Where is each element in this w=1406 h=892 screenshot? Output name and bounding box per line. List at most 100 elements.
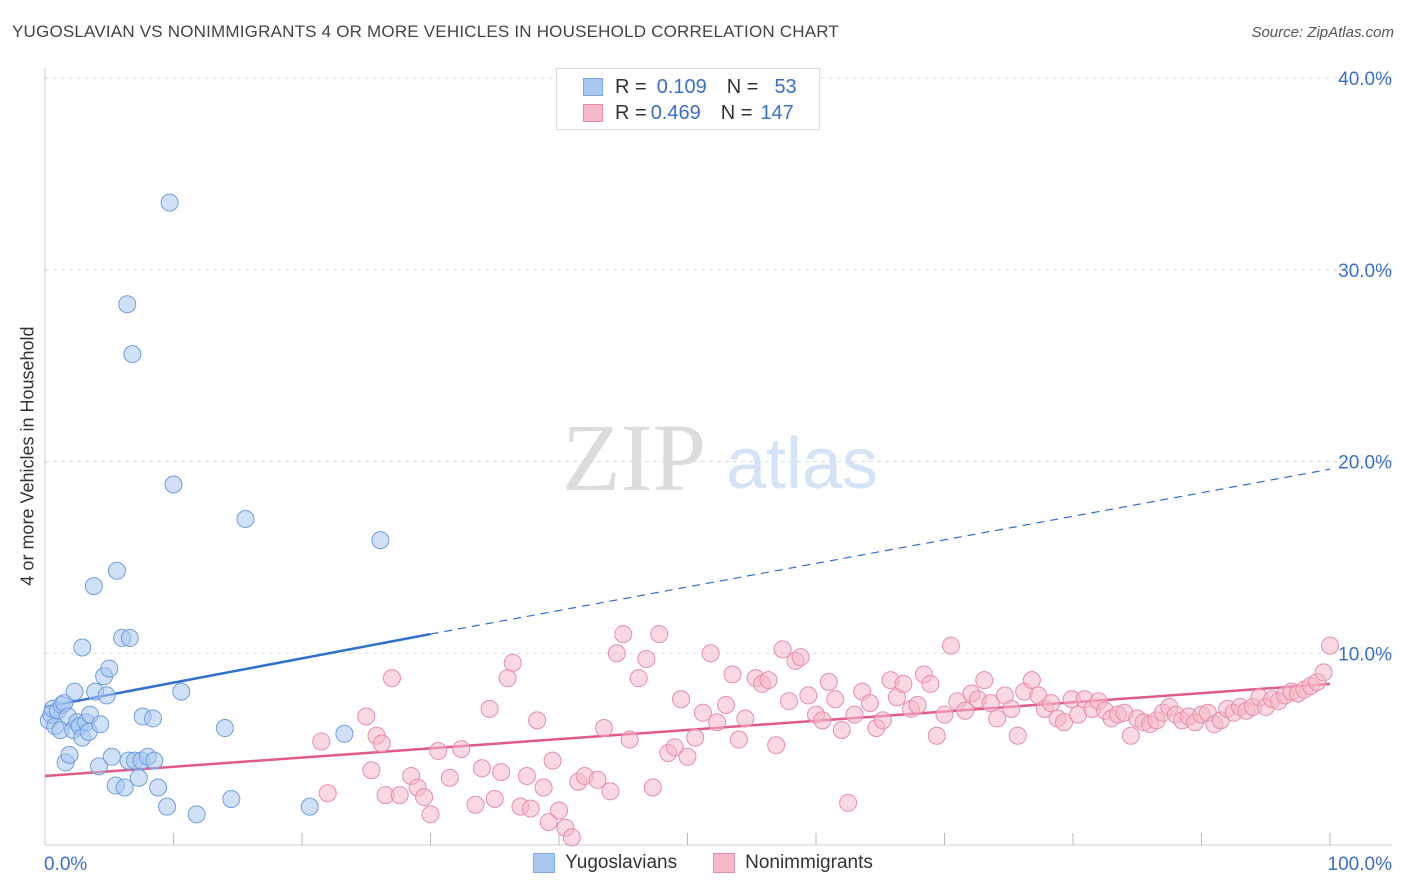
series-legend: Yugoslavians Nonimmigrants [0,852,1406,874]
point-yugoslavians [84,577,103,596]
trend-line-nonimmigrants [44,682,1331,778]
point-nonimmigrants [472,759,491,778]
point-yugoslavians [300,797,319,816]
point-yugoslavians [65,682,84,701]
point-nonimmigrants [594,719,613,738]
point-nonimmigrants [534,778,553,797]
point-nonimmigrants [382,669,401,688]
point-yugoslavians [143,709,162,728]
legend-n-label: N = [720,101,753,124]
point-nonimmigrants [521,799,540,818]
point-nonimmigrants [927,726,946,745]
point-nonimmigrants [860,694,879,713]
point-nonimmigrants [791,648,810,667]
point-nonimmigrants [1314,663,1333,682]
legend-n-value: 53 [774,75,797,98]
legend-row-nonimmigrants: R = 0.469 N = 147 [583,101,794,125]
series-label-nonimmigrants: Nonimmigrants [745,852,873,873]
source-credit: Source: ZipAtlas.com [1251,24,1394,41]
point-nonimmigrants [826,690,845,709]
point-nonimmigrants [941,636,960,655]
point-nonimmigrants [723,665,742,684]
point-nonimmigrants [672,690,691,709]
point-nonimmigrants [908,696,927,715]
point-nonimmigrants [312,732,331,751]
point-yugoslavians [91,715,110,734]
point-nonimmigrants [873,711,892,730]
point-yugoslavians [172,682,191,701]
legend-r-value: 0.109 [656,75,707,98]
point-yugoslavians [120,628,139,647]
point-nonimmigrants [421,805,440,824]
point-nonimmigrants [717,696,736,715]
legend-row-yugoslavians: R = 0.109 N = 53 [583,75,797,99]
point-nonimmigrants [701,644,720,663]
point-yugoslavians [123,345,142,364]
point-nonimmigrants [539,812,558,831]
point-nonimmigrants [975,671,994,690]
point-nonimmigrants [372,734,391,753]
series-swatch-yugoslavians [533,853,556,873]
point-yugoslavians [371,531,390,550]
data-points [39,193,1339,847]
point-nonimmigrants [988,709,1007,728]
point-nonimmigrants [517,766,536,785]
chart-title: YUGOSLAVIAN VS NONIMMIGRANTS 4 OR MORE V… [12,22,840,41]
y-tick-label: 10.0% [1338,644,1392,665]
point-nonimmigrants [601,782,620,801]
x-tick-label-min: 0.0% [44,854,87,875]
series-legend-nonimmigrants: Nonimmigrants [713,852,873,874]
point-yugoslavians [187,805,206,824]
point-nonimmigrants [466,795,485,814]
series-swatch-nonimmigrants [713,853,736,873]
legend-n-label: N = [726,75,759,98]
point-yugoslavians [129,768,148,787]
point-yugoslavians [236,510,255,529]
point-nonimmigrants [1008,726,1027,745]
point-yugoslavians [145,751,164,770]
point-nonimmigrants [607,644,626,663]
point-yugoslavians [118,295,137,314]
point-nonimmigrants [1321,636,1339,655]
point-yugoslavians [100,659,119,678]
watermark-atlas: atlas [726,424,878,504]
point-nonimmigrants [708,713,727,732]
point-nonimmigrants [956,701,975,720]
point-nonimmigrants [759,671,778,690]
legend-n-value: 147 [760,101,794,124]
tick-labels: 10.0% 20.0% 30.0% 40.0% 0.0% 100.0% [44,69,1392,875]
point-nonimmigrants [693,703,712,722]
point-nonimmigrants [1055,713,1074,732]
y-tick-label: 30.0% [1338,261,1392,282]
point-yugoslavians [335,724,354,743]
point-nonimmigrants [839,793,858,812]
point-yugoslavians [222,789,241,808]
point-nonimmigrants [543,751,562,770]
point-yugoslavians [89,757,108,776]
point-nonimmigrants [452,740,471,759]
legend-swatch-nonimmigrants [583,104,603,122]
point-nonimmigrants [429,742,448,761]
point-nonimmigrants [614,625,633,644]
point-yugoslavians [149,778,168,797]
point-nonimmigrants [492,763,511,782]
point-nonimmigrants [503,653,522,672]
trend-extension-yugoslavians [430,468,1331,635]
point-nonimmigrants [1002,699,1021,718]
legend-r-label: R = [615,101,647,124]
point-yugoslavians [158,797,177,816]
point-nonimmigrants [440,768,459,787]
stats-legend: R = 0.109 N = 53 R = 0.469 N = 147 [556,68,820,130]
point-nonimmigrants [894,674,913,693]
point-nonimmigrants [1022,671,1041,690]
point-nonimmigrants [390,786,409,805]
point-nonimmigrants [620,730,639,749]
point-nonimmigrants [780,692,799,711]
point-nonimmigrants [729,730,748,749]
point-nonimmigrants [637,650,656,669]
legend-swatch-yugoslavians [583,78,603,96]
grid-lines [45,77,1392,654]
y-axis-label: 4 or more Vehicles in Household [17,326,38,586]
legend-r-label: R = [615,75,647,98]
